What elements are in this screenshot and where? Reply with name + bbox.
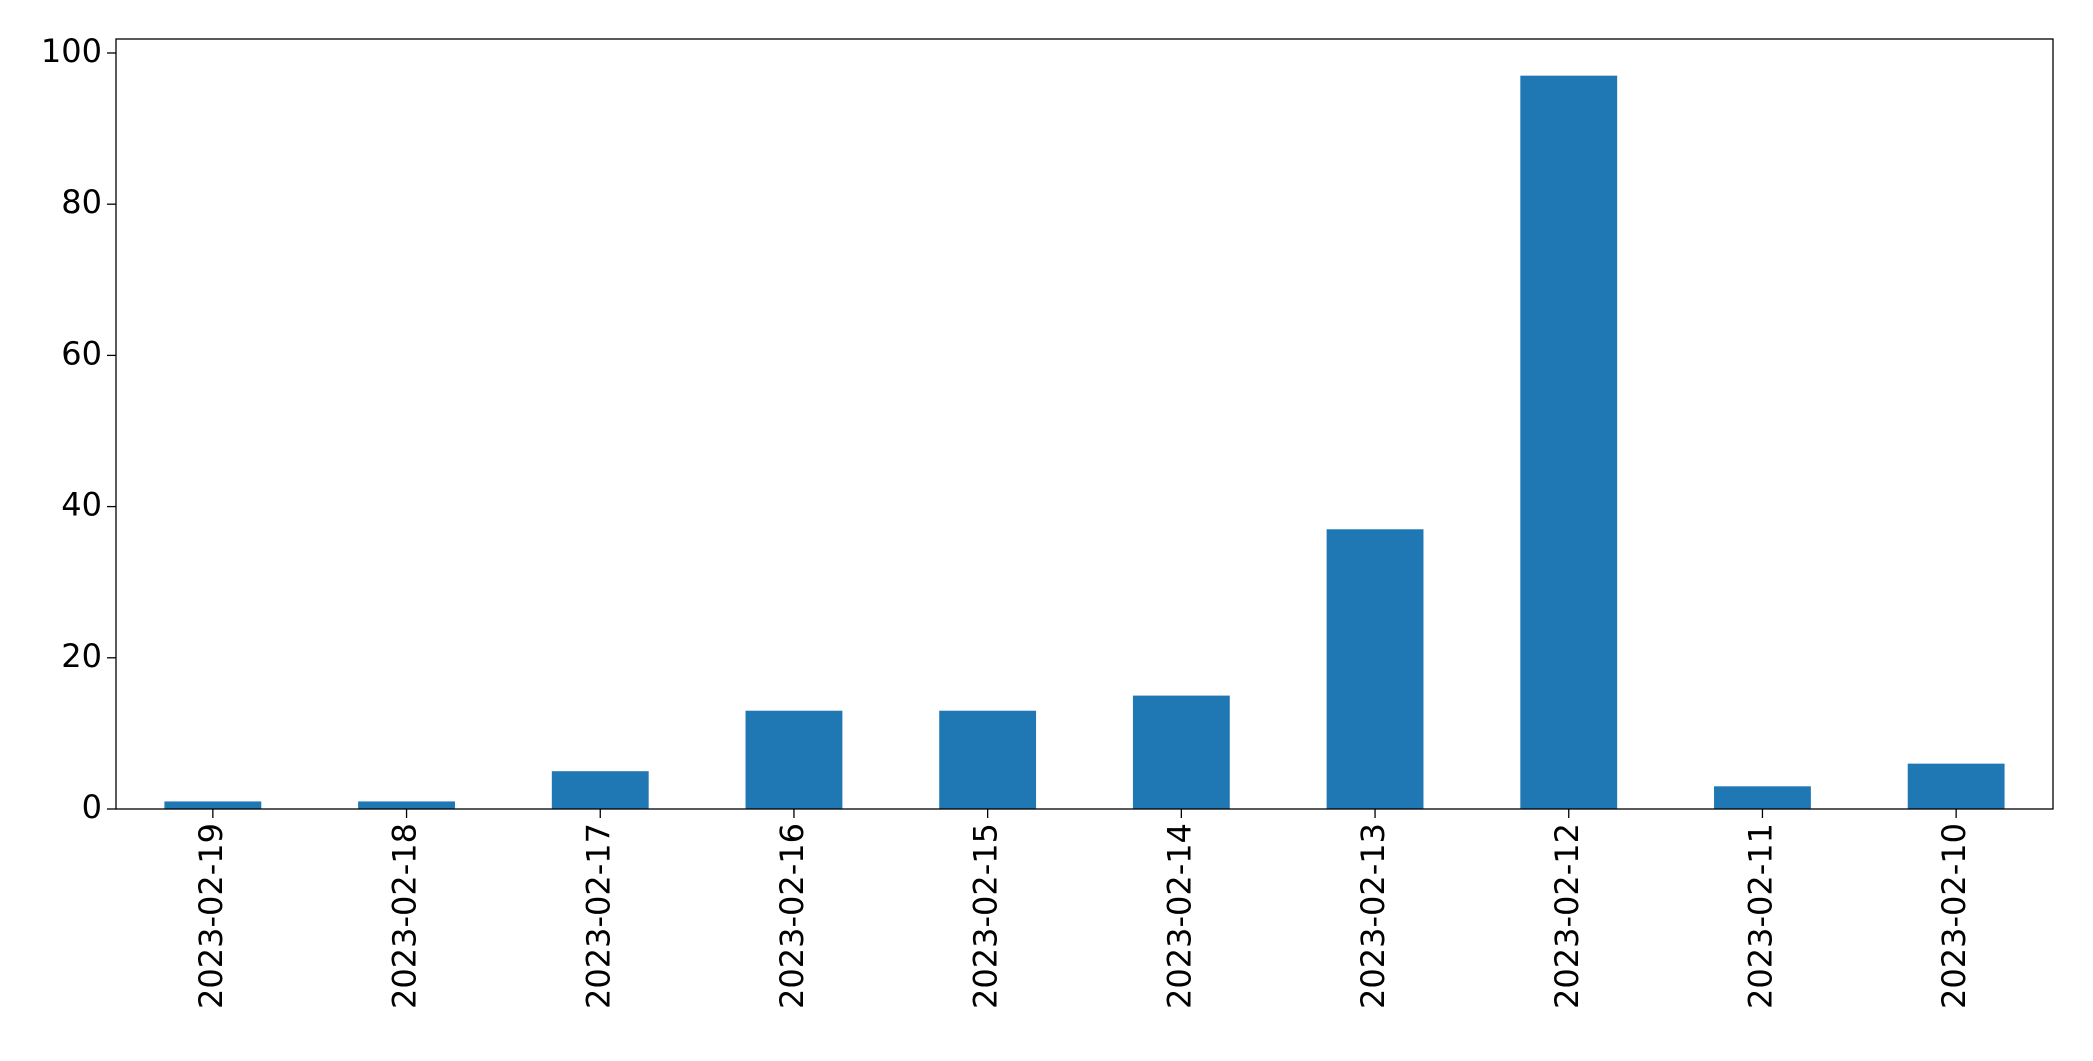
y-tick-label: 0 (82, 788, 102, 826)
x-tick-label: 2023-02-19 (192, 823, 230, 1009)
bar (939, 710, 1037, 809)
x-tick-label: 2023-02-16 (773, 823, 811, 1009)
y-tick-label: 20 (61, 637, 102, 675)
x-tick-label: 2023-02-15 (967, 823, 1005, 1009)
y-tick-label: 100 (41, 32, 102, 70)
bar (1714, 786, 1811, 809)
bar (1326, 529, 1424, 809)
bar (551, 771, 649, 809)
bar (358, 801, 455, 809)
y-tick-label: 60 (61, 334, 102, 372)
bar (745, 710, 843, 809)
x-tick-label: 2023-02-14 (1160, 823, 1198, 1009)
x-tick-label: 2023-02-12 (1548, 823, 1586, 1009)
x-tick-label: 2023-02-10 (1935, 823, 1973, 1009)
x-tick-label: 2023-02-18 (386, 823, 424, 1009)
y-tick-label: 80 (61, 183, 102, 221)
bar (1520, 75, 1618, 809)
bar (1132, 695, 1230, 809)
bar (1907, 763, 2005, 809)
x-tick-label: 2023-02-11 (1741, 823, 1779, 1009)
plot-frame (115, 38, 2054, 810)
x-tick-label: 2023-02-17 (579, 823, 617, 1009)
x-tick-label: 2023-02-13 (1354, 823, 1392, 1009)
bar (164, 801, 262, 809)
y-tick-label: 40 (61, 486, 102, 524)
